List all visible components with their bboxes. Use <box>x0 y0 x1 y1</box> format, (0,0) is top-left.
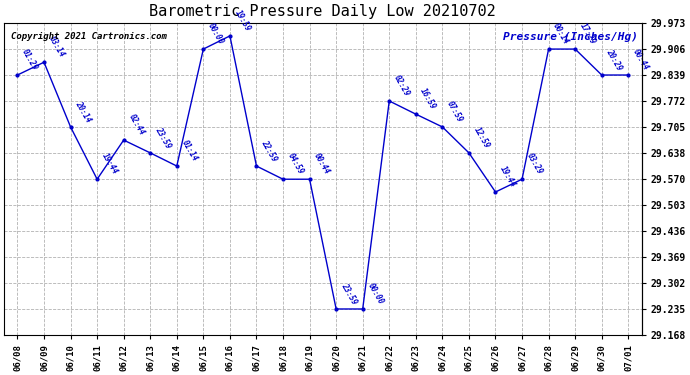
Text: 01:29: 01:29 <box>20 48 39 72</box>
Text: 01:14: 01:14 <box>179 139 199 163</box>
Text: 20:14: 20:14 <box>73 100 92 124</box>
Text: 17:29: 17:29 <box>578 22 598 46</box>
Text: 00:44: 00:44 <box>631 48 651 72</box>
Text: 00:00: 00:00 <box>366 282 385 306</box>
Text: Pressure (Inches/Hg): Pressure (Inches/Hg) <box>504 33 638 42</box>
Text: 00:00: 00:00 <box>206 22 226 46</box>
Text: 02:29: 02:29 <box>392 74 411 98</box>
Text: 02:44: 02:44 <box>126 113 146 137</box>
Text: 07:59: 07:59 <box>445 100 464 124</box>
Text: 03:14: 03:14 <box>47 35 66 60</box>
Text: 00:14: 00:14 <box>551 22 571 46</box>
Text: 22:59: 22:59 <box>259 139 279 163</box>
Text: 19:59: 19:59 <box>233 9 252 33</box>
Text: 03:29: 03:29 <box>525 152 544 176</box>
Text: 19:44: 19:44 <box>498 165 518 189</box>
Text: 04:59: 04:59 <box>286 152 305 176</box>
Text: 00:44: 00:44 <box>313 152 332 176</box>
Text: Copyright 2021 Cartronics.com: Copyright 2021 Cartronics.com <box>10 33 166 42</box>
Text: 23:59: 23:59 <box>153 126 172 150</box>
Text: 12:59: 12:59 <box>472 126 491 150</box>
Text: 20:29: 20:29 <box>604 48 624 72</box>
Text: 16:59: 16:59 <box>419 87 438 111</box>
Title: Barometric Pressure Daily Low 20210702: Barometric Pressure Daily Low 20210702 <box>150 4 496 19</box>
Text: 19:44: 19:44 <box>100 152 119 176</box>
Text: 23:59: 23:59 <box>339 282 358 306</box>
